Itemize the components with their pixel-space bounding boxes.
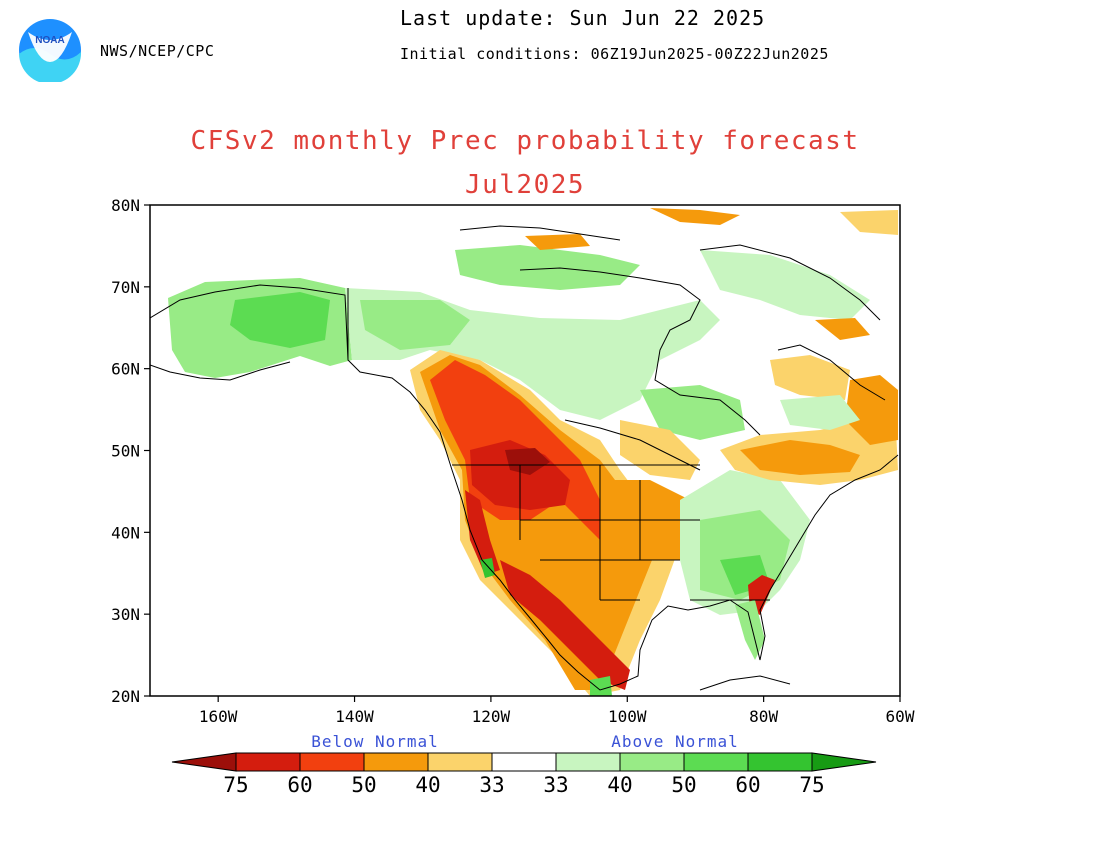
legend-above-label: Above Normal <box>611 732 739 751</box>
legend-value: 40 <box>415 773 440 797</box>
region-hudson-above <box>640 385 745 440</box>
lat-label: 20N <box>111 687 140 706</box>
legend-value: 40 <box>607 773 632 797</box>
legend-value: 33 <box>543 773 568 797</box>
lon-label: 120W <box>472 707 511 726</box>
region-quebec-below-2 <box>740 440 860 475</box>
lat-label: 50N <box>111 442 140 461</box>
lon-label: 160W <box>199 707 238 726</box>
map-subtitle: Jul2025 <box>464 170 586 200</box>
region-canada-above-2 <box>360 300 470 350</box>
lat-label: 70N <box>111 278 140 297</box>
legend-swatch <box>363 752 429 772</box>
legend-below-label: Below Normal <box>311 732 439 751</box>
logo-text: NOAA <box>35 35 64 46</box>
region-labrador-light <box>770 355 850 400</box>
map-title: CFSv2 monthly Prec probability forecast <box>190 126 860 156</box>
region-labrador-below <box>845 375 898 445</box>
legend-arrow-right <box>811 752 877 772</box>
region-ellesmere-below <box>650 208 740 225</box>
legend-swatch <box>235 752 301 772</box>
lon-label: 140W <box>335 707 374 726</box>
region-baja-above <box>480 558 495 578</box>
legend-value: 75 <box>799 773 824 797</box>
region-baffin-below <box>815 318 870 340</box>
lat-label: 80N <box>111 196 140 215</box>
initial-conditions: Initial conditions: 06Z19Jun2025-00Z22Ju… <box>400 45 829 63</box>
legend-value: 75 <box>223 773 248 797</box>
region-arctic-above-2 <box>700 250 870 320</box>
lon-label: 80W <box>749 707 778 726</box>
legend-value: 33 <box>479 773 504 797</box>
region-mexico-above <box>590 676 612 696</box>
noaa-logo: NOAA <box>19 19 82 82</box>
region-alaska-core <box>230 292 330 348</box>
region-east-above <box>780 395 860 430</box>
agency-label: NWS/NCEP/CPC <box>100 42 215 60</box>
lat-label: 30N <box>111 605 140 624</box>
legend-value: 60 <box>735 773 760 797</box>
latitude-axis: 80N 70N 60N 50N 40N 30N 20N <box>111 196 150 706</box>
legend-swatch <box>747 752 813 772</box>
longitude-axis: 160W 140W 120W 100W 80W 60W <box>199 696 915 726</box>
legend-swatch <box>491 752 557 772</box>
legend-value: 60 <box>287 773 312 797</box>
legend-swatch <box>427 752 493 772</box>
legend-swatch <box>619 752 685 772</box>
region-arctic-below <box>525 234 590 250</box>
legend-swatch <box>555 752 621 772</box>
legend-value: 50 <box>351 773 376 797</box>
lat-label: 60N <box>111 360 140 379</box>
legend-swatch <box>299 752 365 772</box>
last-update: Last update: Sun Jun 22 2025 <box>400 6 766 30</box>
coastlines <box>150 225 899 691</box>
lon-label: 60W <box>886 707 915 726</box>
region-rockies-max <box>505 448 550 475</box>
legend-value: 50 <box>671 773 696 797</box>
lon-label: 100W <box>608 707 647 726</box>
region-southwest-below <box>500 560 630 690</box>
lat-label: 40N <box>111 523 140 542</box>
probability-field <box>168 208 898 696</box>
region-greenland-below <box>840 210 898 235</box>
region-florida-above <box>735 600 765 660</box>
color-legend: Below Normal Above Normal 75 60 50 40 33 33 40… <box>171 732 877 797</box>
legend-swatch <box>683 752 749 772</box>
region-coast-below <box>465 490 500 575</box>
region-arctic-above <box>455 245 640 290</box>
legend-arrow-left <box>171 752 237 772</box>
